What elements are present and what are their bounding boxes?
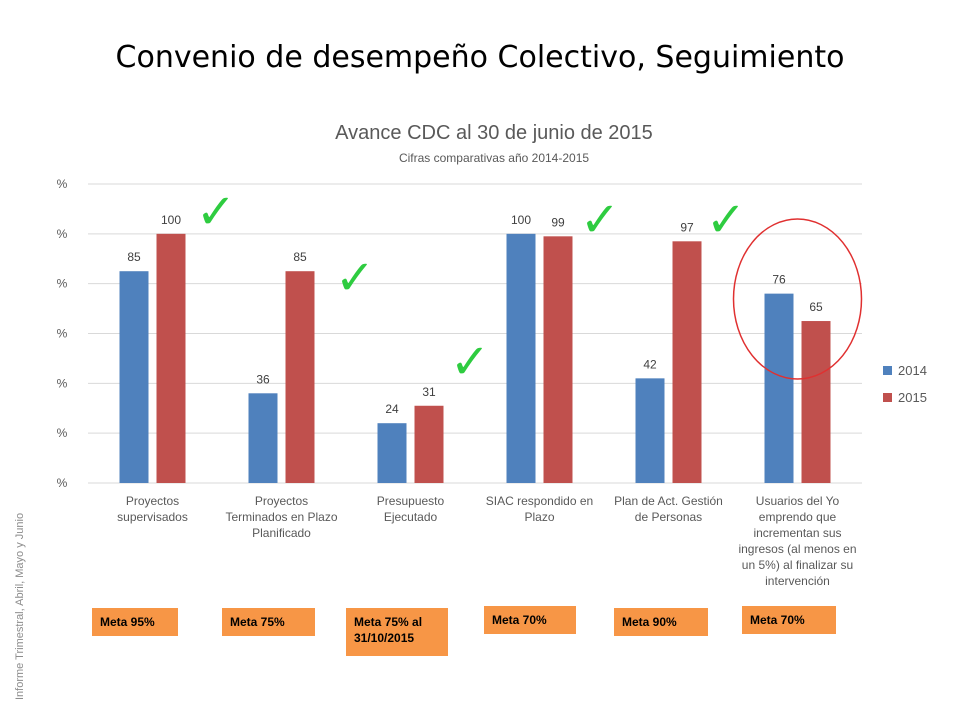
data-label: 42 [643, 357, 657, 371]
checkmark-icon: ✓ [706, 192, 746, 248]
category-label: Terminados en Plazo [225, 510, 337, 524]
category-label: ingresos (al menos en [738, 542, 856, 556]
chart-subtitle: Cifras comparativas año 2014-2015 [398, 151, 590, 165]
bar-2014 [635, 378, 665, 483]
data-label: 76 [772, 273, 786, 287]
y-tick-label: % [57, 327, 68, 341]
bar-2014 [248, 393, 278, 483]
data-label: 85 [293, 250, 307, 264]
category-label: Plazo [524, 510, 554, 524]
data-label: 31 [422, 385, 436, 399]
bar-2015 [672, 241, 702, 483]
category-label: supervisados [117, 510, 188, 524]
y-tick-label: % [57, 426, 68, 440]
category-label: Ejecutado [384, 510, 438, 524]
bar-2015 [414, 405, 444, 483]
data-label: 100 [511, 213, 531, 227]
category-label: Plan de Act. Gestión [614, 494, 723, 508]
y-tick-label: % [57, 177, 68, 191]
bar-2014 [377, 423, 407, 483]
category-label: intervención [765, 574, 830, 588]
bar-2014 [119, 271, 149, 483]
y-tick-label: % [57, 476, 68, 490]
meta-box-6: Meta 70% [742, 606, 836, 634]
data-label: 24 [385, 402, 399, 416]
data-label: 36 [256, 372, 270, 386]
meta-box-2: Meta 75% [222, 608, 315, 636]
category-label: Presupuesto [377, 494, 445, 508]
data-label: 65 [809, 300, 823, 314]
data-label: 100 [161, 213, 181, 227]
meta-box-5: Meta 90% [614, 608, 708, 636]
bar-2014 [506, 233, 536, 483]
chart-title: Avance CDC al 30 de junio de 2015 [335, 122, 653, 144]
bar-2015 [156, 233, 186, 483]
legend-swatch-2015 [883, 393, 892, 402]
y-tick-label: % [57, 227, 68, 241]
checkmark-icon: ✓ [450, 334, 490, 390]
category-label: de Personas [635, 510, 702, 524]
category-label: un 5%) al finalizar su [742, 558, 853, 572]
bar-2015 [801, 321, 831, 483]
meta-box-3: Meta 75% al 31/10/2015 [346, 608, 448, 656]
data-label: 99 [551, 215, 565, 229]
category-label: Proyectos [126, 494, 179, 508]
bar-2015 [285, 271, 315, 483]
bar-2015 [543, 236, 573, 483]
category-label: Proyectos [255, 494, 308, 508]
category-label: emprendo que [759, 510, 837, 524]
slide-title: Convenio de desempeño Colectivo, Seguimi… [115, 40, 845, 75]
legend-label: 2015 [898, 390, 927, 405]
legend-swatch-2014 [883, 366, 892, 375]
checkmark-icon: ✓ [335, 250, 375, 306]
legend-label: 2014 [898, 363, 927, 378]
checkmark-icon: ✓ [580, 192, 620, 248]
checkmark-icon: ✓ [196, 184, 236, 240]
bar-2014 [764, 293, 794, 483]
category-label: Planificado [252, 526, 311, 540]
y-tick-label: % [57, 376, 68, 390]
category-label: incrementan sus [753, 526, 841, 540]
highlight-circle [732, 218, 863, 380]
data-label: 97 [680, 220, 694, 234]
y-tick-label: % [57, 277, 68, 291]
data-label: 85 [127, 250, 141, 264]
category-label: Usuarios del Yo [756, 494, 840, 508]
category-label: SIAC respondido en [486, 494, 593, 508]
meta-box-4: Meta 70% [484, 606, 576, 634]
meta-box-1: Meta 95% [92, 608, 178, 636]
